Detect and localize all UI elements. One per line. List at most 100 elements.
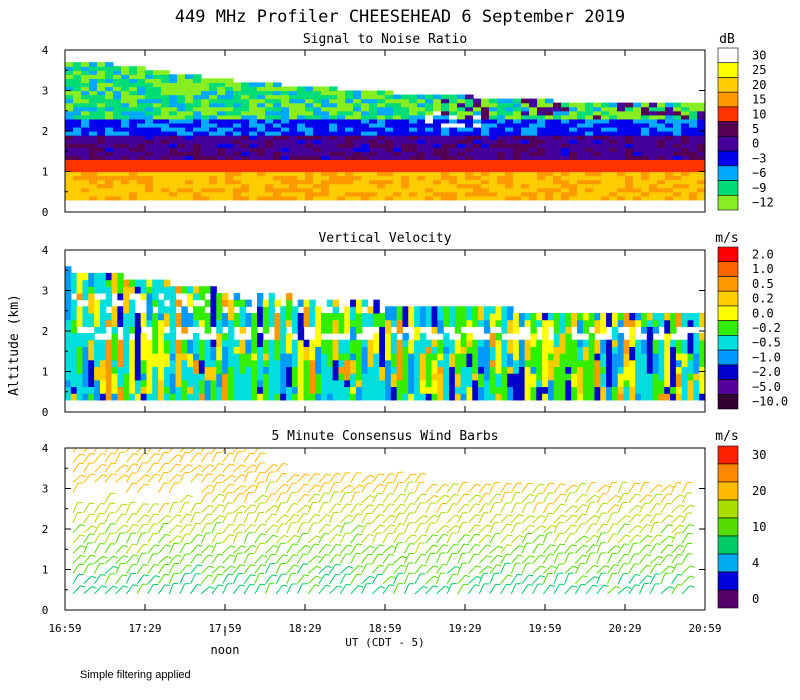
- snr-cell: [673, 151, 682, 156]
- velocity-cell: [396, 359, 404, 368]
- velocity-cell: [338, 379, 345, 388]
- snr-cell: [281, 94, 290, 100]
- velocity-cell: [303, 299, 310, 307]
- velocity-cell: [204, 379, 212, 388]
- snr-cell: [89, 163, 98, 169]
- velocity-cell: [280, 339, 287, 347]
- snr-cell: [169, 155, 178, 160]
- y-tick-label: 2: [42, 325, 49, 338]
- snr-cell: [225, 94, 234, 100]
- velocity-cell: [158, 373, 165, 381]
- velocity-cell: [513, 312, 520, 321]
- snr-cell: [185, 151, 194, 156]
- legend-swatch: [717, 150, 739, 167]
- snr-cell: [353, 126, 362, 132]
- velocity-cell: [693, 346, 700, 354]
- snr-heatmap: [65, 62, 705, 201]
- snr-cell: [521, 131, 530, 136]
- snr-cell: [665, 171, 674, 177]
- velocity-cell: [175, 319, 182, 327]
- velocity-cell: [227, 312, 235, 321]
- snr-cell: [417, 126, 426, 132]
- snr-cell: [129, 122, 138, 128]
- snr-cell: [401, 179, 410, 185]
- snr-cell: [121, 102, 130, 108]
- velocity-cell: [443, 379, 450, 388]
- velocity-cell: [123, 346, 130, 354]
- snr-cell: [105, 167, 114, 173]
- snr-cell: [345, 179, 354, 185]
- snr-cell: [201, 171, 210, 177]
- snr-cell: [617, 183, 626, 189]
- snr-cell: [281, 183, 290, 189]
- snr-cell: [385, 118, 394, 124]
- velocity-cell: [629, 379, 636, 388]
- snr-cell: [241, 171, 250, 177]
- velocity-cell: [65, 373, 72, 381]
- wind-barb-shaft: [72, 512, 78, 524]
- velocity-cell: [478, 353, 485, 361]
- velocity-cell: [152, 346, 159, 354]
- velocity-cell: [88, 319, 95, 327]
- snr-cell: [337, 131, 346, 136]
- snr-cell: [241, 98, 250, 104]
- snr-cell: [633, 131, 642, 136]
- snr-cell: [305, 183, 314, 189]
- snr-cell: [273, 191, 282, 197]
- velocity-cell: [210, 286, 217, 294]
- snr-cell: [417, 110, 426, 116]
- snr-cell: [457, 183, 466, 189]
- velocity-cell: [286, 393, 293, 401]
- wind-barb-shaft: [254, 554, 263, 564]
- snr-cell: [289, 155, 298, 160]
- snr-cell: [241, 195, 250, 201]
- snr-cell: [489, 155, 498, 160]
- velocity-cell: [385, 379, 392, 388]
- velocity-cell: [326, 386, 334, 394]
- wind-barb-flag: [335, 473, 342, 475]
- snr-cell: [593, 179, 602, 185]
- snr-cell: [153, 195, 162, 201]
- velocity-cell: [385, 373, 392, 381]
- snr-cell: [497, 110, 506, 116]
- velocity-cell: [152, 386, 159, 394]
- wind-barb-shaft: [179, 573, 186, 584]
- snr-cell: [521, 171, 530, 177]
- snr-cell: [257, 98, 266, 104]
- snr-cell: [145, 163, 154, 169]
- velocity-cell: [210, 366, 217, 374]
- velocity-cell: [454, 353, 462, 361]
- snr-cell: [81, 94, 90, 100]
- velocity-cell: [297, 373, 305, 381]
- wind-barb-shaft: [104, 512, 111, 524]
- snr-cell: [113, 191, 122, 197]
- wind-barb-shaft: [200, 532, 207, 544]
- velocity-cell: [262, 312, 270, 321]
- snr-cell: [217, 90, 226, 96]
- y-tick-label: 1: [42, 166, 49, 179]
- wind-barb-shaft: [500, 492, 506, 503]
- velocity-cell: [449, 373, 456, 381]
- velocity-cell: [425, 359, 433, 368]
- velocity-cell: [449, 386, 456, 394]
- snr-cell: [673, 195, 682, 201]
- wind-barb-shaft: [115, 524, 124, 534]
- wind-barb-flag: [498, 545, 504, 549]
- velocity-cell: [169, 359, 177, 368]
- velocity-cell: [251, 359, 258, 368]
- snr-cell: [297, 94, 306, 100]
- snr-cell: [289, 147, 298, 152]
- snr-cell: [401, 175, 410, 181]
- velocity-cell: [315, 386, 322, 394]
- velocity-cell: [239, 393, 246, 401]
- snr-cell: [601, 139, 610, 144]
- snr-cell: [113, 70, 122, 75]
- velocity-cell: [297, 326, 305, 334]
- snr-cell: [305, 118, 314, 124]
- wind-barb-shaft: [339, 472, 346, 483]
- snr-cell: [385, 94, 394, 100]
- velocity-cell: [652, 386, 660, 394]
- wind-barb-shaft: [200, 574, 209, 584]
- velocity-cell: [460, 373, 468, 381]
- wind-barb-flag: [260, 452, 266, 454]
